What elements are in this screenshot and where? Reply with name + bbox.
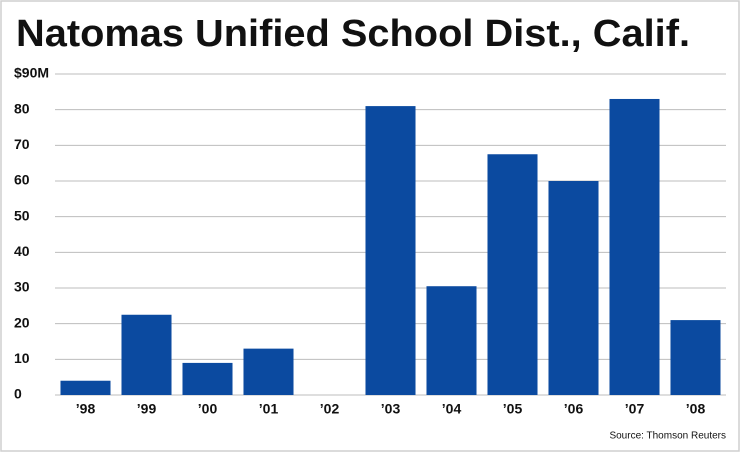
x-tick-label: ’98 bbox=[76, 401, 96, 417]
bar bbox=[426, 286, 477, 395]
bar bbox=[487, 154, 538, 395]
y-tick-label: 30 bbox=[14, 279, 30, 295]
bar bbox=[609, 98, 660, 395]
y-tick-label: 0 bbox=[14, 386, 22, 402]
y-tick-label: 50 bbox=[14, 207, 30, 223]
x-tick-label: ’05 bbox=[503, 401, 523, 417]
y-tick-label: 80 bbox=[14, 100, 30, 116]
x-tick-label: ’04 bbox=[442, 401, 462, 417]
x-tick-label: ’03 bbox=[381, 401, 401, 417]
y-tick-label: 10 bbox=[14, 350, 30, 366]
bar bbox=[548, 181, 599, 395]
x-tick-label: ’08 bbox=[686, 401, 706, 417]
y-tick-label: $90M bbox=[14, 65, 49, 81]
y-tick-label: 40 bbox=[14, 243, 30, 259]
x-tick-label: ’00 bbox=[198, 401, 218, 417]
y-tick-label: 20 bbox=[14, 314, 30, 330]
bar bbox=[121, 314, 172, 395]
bar bbox=[243, 348, 294, 395]
y-tick-label: 60 bbox=[14, 172, 30, 188]
bar bbox=[365, 106, 416, 395]
x-tick-label: ’07 bbox=[625, 401, 645, 417]
x-tick-label: ’99 bbox=[137, 401, 157, 417]
y-tick-label: 70 bbox=[14, 136, 30, 152]
bar bbox=[60, 380, 111, 395]
x-tick-label: ’02 bbox=[320, 401, 340, 417]
x-tick-label: ’01 bbox=[259, 401, 279, 417]
x-tick-label: ’06 bbox=[564, 401, 584, 417]
source: Source: Thomson Reuters bbox=[609, 431, 726, 442]
chart-title: Natomas Unified School Dist., Calif. bbox=[16, 13, 690, 55]
bar bbox=[182, 362, 233, 395]
bar bbox=[670, 320, 721, 395]
